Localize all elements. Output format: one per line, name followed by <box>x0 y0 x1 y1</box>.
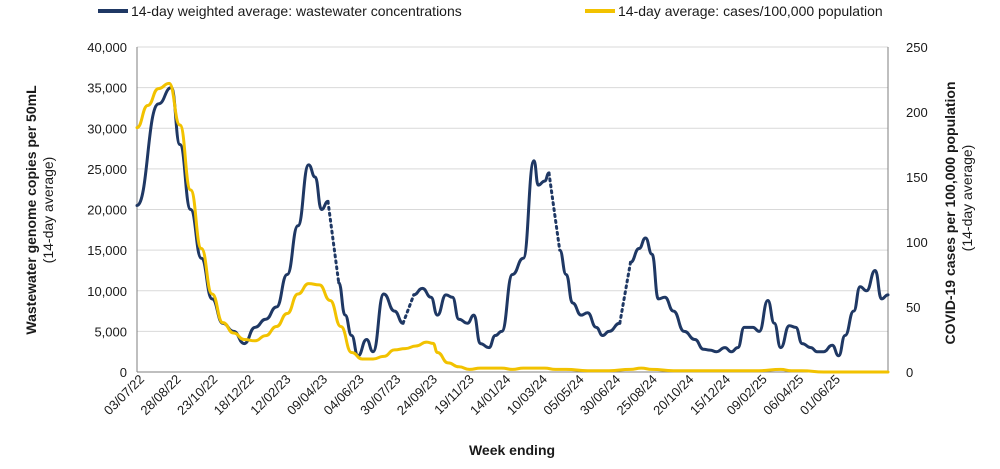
y-left-tick-label: 0 <box>120 365 127 380</box>
series-gap-dotted <box>547 171 562 252</box>
y-axis-right-subtitle: (14-day average) <box>959 145 975 252</box>
y-left-tick-label: 35,000 <box>87 81 127 96</box>
series-gap-dotted <box>326 199 341 285</box>
series-line-wastewater <box>337 281 405 358</box>
legend: 14-day weighted average: wastewater conc… <box>98 3 883 19</box>
y-right-tick-label: 150 <box>906 170 928 185</box>
y-right-tick-label: 250 <box>906 40 928 55</box>
legend-label-wastewater: 14-day weighted average: wastewater conc… <box>131 3 462 19</box>
x-tick-label: 24/09/23 <box>394 372 440 418</box>
y-left-tick-label: 5,000 <box>94 324 127 339</box>
y-right-tick-label: 100 <box>906 235 928 250</box>
series-gap-dotted <box>401 293 416 325</box>
y-axis-right-title: COVID-19 cases per 100,000 population <box>942 82 958 345</box>
y-right-tick-label: 0 <box>906 365 913 380</box>
series-line-cases <box>135 81 890 374</box>
axis-layer: 0 5,000 10,000 15,000 20,000 25,000 30,000 35,0… <box>87 40 927 418</box>
y-left-tick-label: 30,000 <box>87 121 127 136</box>
y-left-tick-label: 40,000 <box>87 40 127 55</box>
x-tick-group: 24/09/23 <box>394 372 440 418</box>
y-left-tick-label: 10,000 <box>87 284 127 299</box>
series-line-wastewater <box>629 236 890 358</box>
grid-layer <box>137 46 888 373</box>
x-axis-title: Week ending <box>469 442 555 458</box>
series-layer <box>135 81 890 374</box>
y-left-tick-label: 25,000 <box>87 162 127 177</box>
legend-label-cases: 14-day average: cases/100,000 population <box>618 3 883 19</box>
x-tick-label: 01/06/25 <box>797 372 843 418</box>
y-left-tick-label: 20,000 <box>87 203 127 218</box>
series-line-wastewater <box>135 86 330 346</box>
series-line-wastewater <box>558 248 622 337</box>
y-axis-left-title: Wastewater genome copies per 50mL <box>23 85 39 335</box>
y-right-tick-label: 50 <box>906 300 920 315</box>
series-gap-dotted <box>618 260 633 325</box>
x-tick-group: 01/06/25 <box>797 372 843 418</box>
y-right-tick-label: 200 <box>906 105 928 120</box>
y-left-tick-label: 15,000 <box>87 243 127 258</box>
series-line-wastewater <box>412 159 551 350</box>
y-axis-left-subtitle: (14-day average) <box>40 157 56 264</box>
